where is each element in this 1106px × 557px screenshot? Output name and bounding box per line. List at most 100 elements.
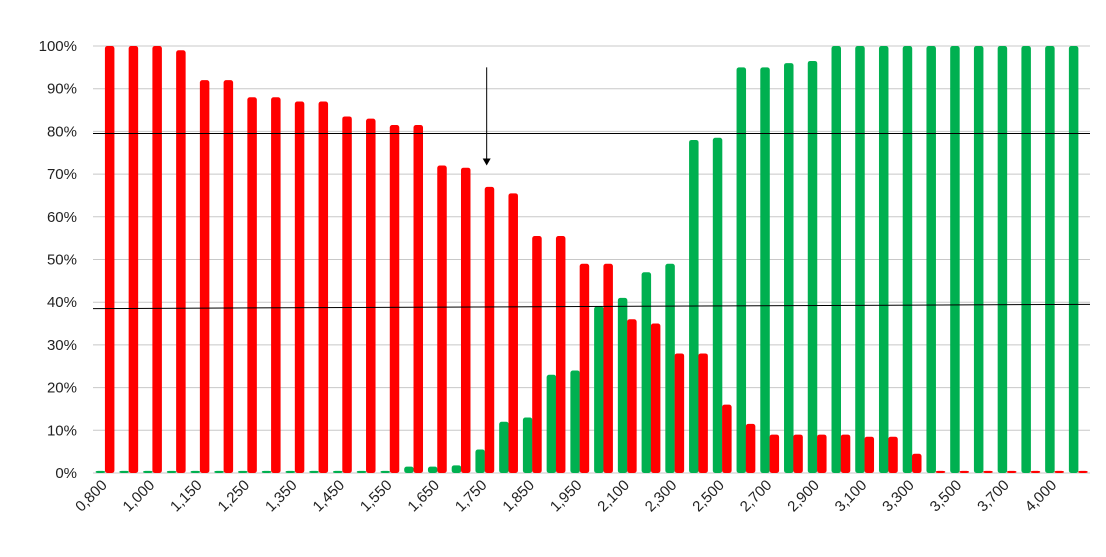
y-tick-label: 80% [47,123,77,140]
bar-red [484,186,495,473]
bar-green [214,470,224,473]
bar-red [983,470,993,473]
bar-red [532,236,542,473]
bar-red [745,423,756,473]
bar-green [973,46,984,473]
y-tick-label: 30% [47,337,77,354]
x-tick-label: 2,500 [689,477,728,516]
y-tick-label: 20% [47,380,77,397]
bar-green [594,306,604,473]
bar-green [404,466,414,473]
bar-red [627,319,637,473]
bar-green [902,46,913,473]
bar-green [451,465,462,473]
bar-red [1006,470,1017,473]
x-tick-label: 1,350 [262,477,301,516]
bar-green [641,272,652,473]
bar-green [522,417,533,473]
bar-red [294,101,305,473]
bar-green [855,46,865,473]
bar-green [143,470,153,473]
trend-line [92,303,1091,310]
bar-green [309,470,319,473]
x-tick-label: 1,000 [120,477,159,516]
bar-green [356,470,367,473]
bar-green [665,263,675,473]
y-tick-label: 100% [39,38,77,55]
bar-green [499,421,509,473]
bar-red [366,118,376,473]
x-tick-label: 3,100 [832,477,871,516]
bar-red [769,434,780,473]
bar-red [342,116,352,473]
bar-green [950,46,960,473]
bar-green [926,46,936,473]
annotations [92,67,1091,310]
bar-red [247,97,257,474]
bar-green [1021,46,1031,473]
bar-green [878,46,889,473]
bar-green [712,137,723,473]
bar-red [555,236,566,473]
y-tick-label: 0% [55,465,77,482]
bar-green [570,370,580,473]
bar-green [475,449,485,473]
x-tick-label: 2,700 [737,477,776,516]
bar-red [935,470,946,473]
y-tick-label: 70% [47,166,77,183]
y-tick-label: 40% [47,294,77,311]
bar-green [831,46,841,473]
x-tick-label: 1,250 [215,477,254,516]
bar-green [997,46,1008,473]
x-tick-label: 1,450 [310,477,349,516]
bar-green [546,374,557,473]
bar-red [722,404,732,473]
bar-red [460,167,471,473]
bar-green [736,67,747,473]
bar-green [190,470,201,473]
bar-red [959,470,969,473]
x-tick-label: 3,700 [974,477,1013,516]
x-tick-label: 2,900 [784,477,823,516]
bar-green [617,297,628,473]
y-tick-label: 90% [47,81,77,98]
bar-red [271,97,281,474]
y-axis-labels: 0% 10% 20% 30% 40% 50% 60% 70% 80% 90% 100% [39,38,77,482]
bar-red [1078,470,1088,473]
bar-green [166,470,177,473]
bar-red [152,46,162,473]
bar-green [784,63,794,473]
bar-green [95,470,106,473]
x-tick-label: 1,150 [167,477,206,516]
bar-red [888,436,898,473]
bar-red [128,46,139,473]
x-tick-label: 2,300 [642,477,681,516]
x-tick-label: 0,800 [72,477,111,516]
bar-red [793,434,803,473]
x-tick-label: 1,950 [547,477,586,516]
bar-green [1068,46,1079,473]
bar-red [864,436,875,473]
y-tick-label: 50% [47,252,77,269]
bar-red [223,80,234,473]
bar-green [261,470,272,473]
bar-green [760,67,770,473]
x-tick-label: 2,100 [594,477,633,516]
bar-green [333,470,343,473]
bars [95,46,1088,474]
x-tick-label: 1,850 [499,477,538,516]
bar-red [199,80,210,473]
x-axis-labels: 0,800 1,000 1,150 1,250 1,350 1,450 1,550 1,650… [72,477,1060,516]
bar-red [1030,470,1041,473]
bar-green [238,470,248,473]
x-tick-label: 1,550 [357,477,396,516]
bar-red [674,353,685,473]
bar-red [413,124,424,474]
x-tick-label: 4,000 [1022,477,1061,516]
x-tick-label: 1,750 [452,477,491,516]
bar-green [1045,46,1055,473]
bar-red [318,101,329,473]
bar-red [912,453,922,473]
bar-red [104,46,115,473]
